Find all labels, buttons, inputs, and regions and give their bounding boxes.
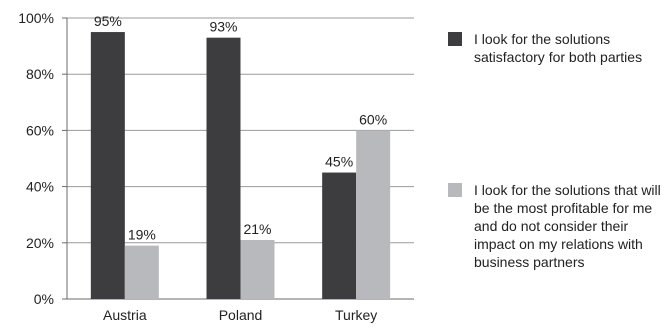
x-tick-label-turkey: Turkey: [335, 307, 377, 323]
data-label-austria-series-1: 95%: [94, 13, 122, 29]
data-label-poland-series-2: 21%: [243, 221, 271, 237]
x-tick-label-poland: Poland: [219, 307, 263, 323]
bar-austria-series-2: [124, 245, 159, 299]
bar-poland-series-1: [206, 37, 241, 300]
data-label-austria-series-2: 19%: [128, 227, 156, 243]
x-tick-label-austria: Austria: [103, 307, 147, 323]
y-tick-label: 60%: [26, 122, 54, 138]
y-tick-label: 0%: [34, 291, 54, 307]
legend-label-series-2: I look for the solutions that will be th…: [474, 182, 661, 270]
data-label-turkey-series-1: 45%: [325, 154, 353, 170]
legend-swatch-series-1: [448, 32, 462, 46]
data-label-turkey-series-2: 60%: [359, 111, 387, 127]
y-tick-label: 100%: [18, 10, 54, 26]
bar-turkey-series-2: [356, 130, 391, 299]
y-tick-label: 20%: [26, 235, 54, 251]
y-tick-label: 80%: [26, 66, 54, 82]
y-tick-label: 40%: [26, 179, 54, 195]
legend-swatch-series-2: [448, 183, 462, 197]
bar-poland-series-2: [240, 239, 275, 299]
data-label-poland-series-1: 93%: [209, 19, 237, 35]
bar-turkey-series-1: [322, 172, 357, 299]
legend-label-series-1: I look for the solutions satisfactory fo…: [474, 31, 643, 65]
bar-austria-series-1: [90, 32, 125, 300]
